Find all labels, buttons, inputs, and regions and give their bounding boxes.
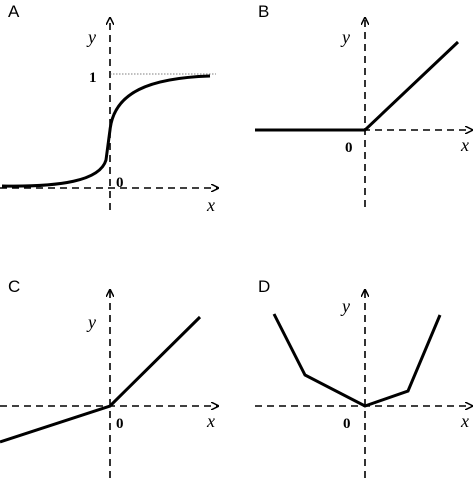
level-label: 1 [89, 70, 97, 86]
sigmoid-curve [1, 74, 211, 188]
y-label: y [340, 27, 350, 47]
y-label: y [86, 27, 96, 47]
relu-curve [255, 40, 460, 132]
x-label: x [206, 195, 215, 215]
origin-label: 0 [345, 140, 353, 156]
panel-label: D [258, 277, 270, 296]
origin-label: 0 [343, 416, 351, 432]
x-label: x [460, 135, 469, 155]
panel-a: A y x 1 0 [0, 2, 218, 215]
origin-label: 0 [116, 175, 124, 191]
origin-label: 0 [116, 416, 124, 432]
y-label: y [340, 296, 350, 316]
piecewise-curve [272, 313, 442, 408]
x-label: x [460, 411, 469, 431]
y-label: y [86, 312, 96, 332]
panel-label: A [8, 2, 20, 21]
leaky-relu-curve [0, 315, 202, 444]
panel-d: D y x 0 [255, 277, 472, 478]
panel-label: B [258, 2, 269, 21]
panel-b: B y x 0 [255, 2, 472, 207]
panel-label: C [8, 277, 20, 296]
panel-c: C y x 0 [0, 277, 218, 478]
x-label: x [206, 411, 215, 431]
